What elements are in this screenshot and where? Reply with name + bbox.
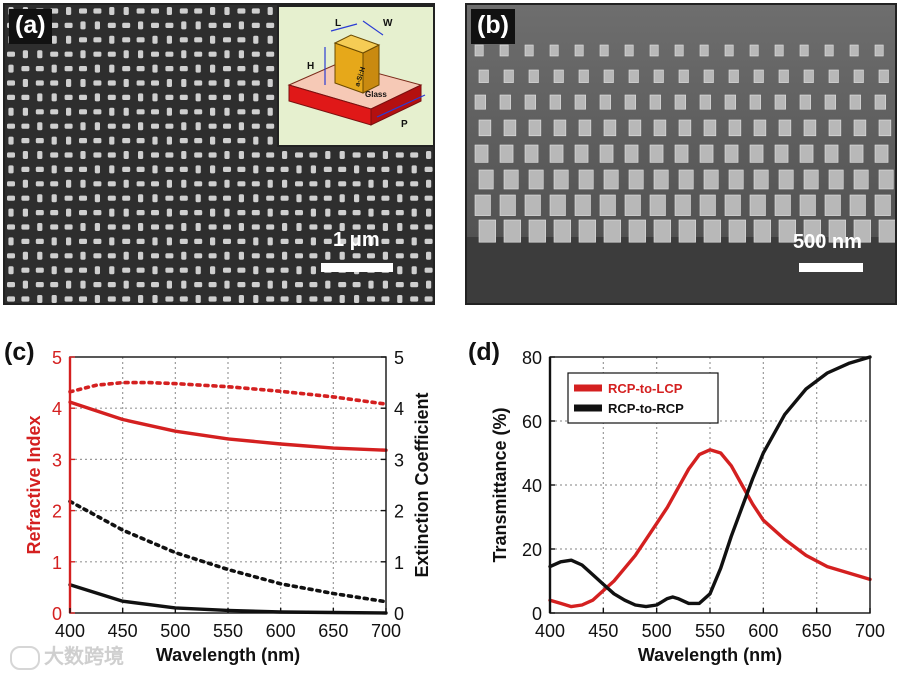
- legend-box: [567, 372, 719, 424]
- series-line-0: [548, 448, 872, 609]
- x-tick-label: 650: [318, 621, 348, 641]
- x-tick-label: 500: [642, 621, 672, 641]
- x-axis-label: Wavelength (nm): [638, 645, 782, 665]
- inset-label-H: H: [307, 61, 314, 72]
- inset-label-W: W: [383, 18, 393, 29]
- y-tick-label: 4: [52, 399, 62, 419]
- y2-tick-label: 0: [394, 604, 404, 624]
- series-line-0: [68, 400, 388, 452]
- unit-cell-schematic: L W H P a-Si:H Glass: [287, 18, 426, 130]
- y-tick-label: 40: [522, 476, 542, 496]
- scale-label-b: 500 nm: [793, 231, 862, 253]
- y-tick-label: 2: [52, 502, 62, 522]
- series-line-2: [68, 499, 388, 604]
- x-tick-label: 400: [55, 621, 85, 641]
- sem-image-a: L W H P a-Si:H Glass (a) 1 μm: [3, 3, 435, 305]
- y-tick-label: 0: [532, 604, 542, 624]
- x-tick-label: 500: [160, 621, 190, 641]
- inset-label-L: L: [335, 18, 341, 29]
- x-tick-label: 550: [213, 621, 243, 641]
- watermark-text: 大数跨境: [44, 646, 124, 668]
- series-line-1: [548, 355, 872, 609]
- unit-cell-inset: L W H P a-Si:H Glass: [277, 5, 433, 147]
- scale-bar-b: [799, 263, 863, 272]
- y-tick-label: 60: [522, 412, 542, 432]
- x-tick-label: 450: [108, 621, 138, 641]
- panel-tag-b: (b): [471, 9, 515, 44]
- y-axis-label: Transmittance (%): [490, 407, 510, 562]
- x-tick-label: 450: [588, 621, 618, 641]
- inset-label-P: P: [401, 119, 408, 130]
- x-tick-label: 700: [855, 621, 885, 641]
- x-tick-label: 650: [802, 621, 832, 641]
- inset-label-substrate: Glass: [365, 90, 387, 99]
- sem-pillar-array-b: [467, 5, 895, 303]
- x-tick-label: 600: [748, 621, 778, 641]
- plot-area: [70, 357, 386, 613]
- x-axis-label: Wavelength (nm): [156, 645, 300, 665]
- x-tick-label: 400: [535, 621, 565, 641]
- y-tick-label: 0: [52, 604, 62, 624]
- x-tick-label: 550: [695, 621, 725, 641]
- x-tick-label: 700: [371, 621, 401, 641]
- legend-label-0: RCP-to-LCP: [608, 381, 683, 396]
- y2-tick-label: 4: [394, 399, 404, 419]
- scale-label-a: 1 μm: [333, 229, 380, 251]
- chart-d: 0 20 40 60 80 400 450 500 550 600 650 700 Wavelength…: [490, 348, 885, 665]
- watermark-icon: [10, 645, 40, 670]
- y-tick-label: 20: [522, 540, 542, 560]
- y2-axis-label: Extinction Coefficient: [412, 392, 432, 577]
- scale-bar-a: [321, 263, 393, 272]
- y-tick-label: 5: [52, 348, 62, 368]
- panel-tag-c: (c): [4, 338, 35, 366]
- y-tick-label: 80: [522, 348, 542, 368]
- x-tick-label: 600: [266, 621, 296, 641]
- panel-tag-d: (d): [468, 338, 500, 366]
- watermark: 大数跨境: [10, 640, 124, 670]
- y-tick-label: 3: [52, 450, 62, 470]
- y2-tick-label: 1: [394, 553, 404, 573]
- y-tick-label: 1: [52, 553, 62, 573]
- legend-label-1: RCP-to-RCP: [608, 401, 684, 416]
- series-line-1: [68, 380, 388, 406]
- panel-tag-a: (a): [9, 9, 52, 44]
- y-axis-label: Refractive Index: [24, 415, 44, 554]
- y2-tick-label: 3: [394, 450, 404, 470]
- y2-tick-label: 2: [394, 502, 404, 522]
- legend: RCP-to-LCP RCP-to-RCP: [567, 372, 719, 424]
- y2-tick-label: 5: [394, 348, 404, 368]
- sem-image-b: (b) 500 nm: [465, 3, 897, 305]
